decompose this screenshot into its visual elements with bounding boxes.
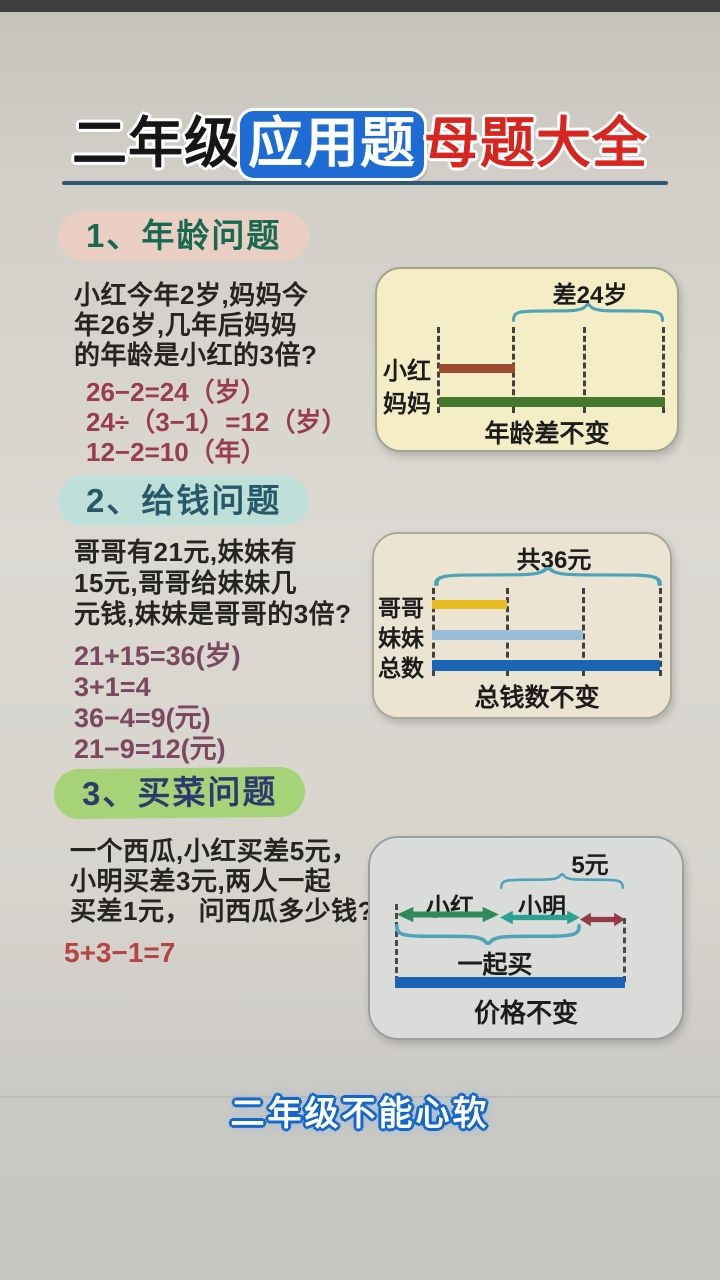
equation-line: 36−4=9(元): [74, 703, 211, 733]
section3-diagram: 5元 小红 小明 一起买 价格不变: [368, 836, 684, 1040]
section1-heading: 1、年龄问题: [58, 211, 310, 261]
dashed-guide-line: [662, 327, 665, 413]
equation-line: 12−2=10（年）: [86, 437, 267, 467]
section1-problem: 小红今年2岁,妈妈今 年26岁,几年后妈妈 的年龄是小红的3倍?: [74, 280, 317, 370]
section3-equations: 5+3−1=7: [64, 938, 175, 968]
section1-diagram: 差24岁 小红 妈妈 年龄差不变: [375, 267, 679, 452]
diagram1-caption: 年龄差不变: [484, 420, 610, 448]
diagram2-total-label: 共36元: [516, 547, 592, 574]
equation-line: 24÷（3−1）=12（岁）: [86, 407, 348, 437]
double-arrow-xiaohong-icon: [397, 906, 499, 923]
double-arrow-gap-icon: [580, 912, 625, 927]
brace-icon: [434, 567, 662, 586]
section1-equations: 26−2=24（岁） 24÷（3−1）=12（岁） 12−2=10（年）: [86, 377, 347, 467]
section2-problem: 哥哥有21元,妹妹有 15元,哥哥给妹妹几 元钱,妹妹是哥哥的3倍?: [74, 537, 352, 630]
diagram1-row2-label: 妈妈: [383, 391, 431, 418]
title-highlight-text: 应用题: [239, 111, 424, 178]
problem-line: 年26岁,几年后妈妈: [74, 310, 298, 340]
section3-heading: 3、买菜问题: [53, 766, 306, 820]
brace-icon: [500, 873, 624, 889]
problem-line: 一个西瓜,小红买差5元，: [70, 836, 358, 866]
diagram2-row2-label: 妹妹: [378, 625, 424, 651]
price-bar: [395, 977, 625, 988]
dashed-guide-line: [659, 588, 662, 676]
problem-line: 买差1元， 问西瓜多少钱?: [70, 896, 375, 926]
title-divider: [62, 181, 668, 185]
paper-bottom-edge: [0, 1096, 720, 1098]
diagram2-caption: 总钱数不变: [474, 684, 600, 712]
dashed-guide-line: [583, 327, 586, 413]
problem-line: 的年龄是小红的3倍?: [74, 340, 318, 370]
dashed-guide-line: [437, 327, 440, 413]
xiaohong-age-bar: [439, 364, 515, 373]
video-letterbox-band: [0, 0, 720, 12]
problem-line: 元钱,妹妹是哥哥的3倍?: [74, 599, 352, 629]
title-red-text: 母题大全: [424, 112, 649, 174]
diagram3-together-label: 一起买: [457, 951, 533, 979]
equation-line: 26−2=24（岁）: [86, 377, 267, 407]
diagram2-row3-label: 总数: [378, 655, 424, 681]
problem-line: 小明买差3元,两人一起: [70, 866, 332, 896]
problem-line: 小红今年2岁,妈妈今: [74, 280, 309, 310]
diagram2-row1-label: 哥哥: [378, 595, 424, 621]
diagram1-row1-label: 小红: [383, 358, 431, 385]
equation-line: 21+15=36(岁): [74, 641, 241, 671]
equation-line: 3+1=4: [74, 672, 151, 702]
section2-equations: 21+15=36(岁) 3+1=4 36−4=9(元) 21−9=12(元): [74, 641, 241, 765]
dashed-guide-line: [395, 904, 398, 982]
diagram3-price-gap-label: 5元: [571, 852, 609, 879]
dashed-guide-line: [582, 588, 585, 676]
section3-problem: 一个西瓜,小红买差5元， 小明买差3元,两人一起 买差1元， 问西瓜多少钱?: [70, 836, 374, 926]
mama-age-bar: [439, 397, 665, 407]
title-grade-text: 二年级: [71, 112, 240, 174]
video-subtitle: 二年级不能心软: [230, 1095, 490, 1133]
total-money-bar: [432, 660, 660, 671]
brace-icon: [395, 924, 581, 945]
section2-heading: 2、给钱问题: [58, 476, 310, 526]
equation-line: 5+3−1=7: [64, 937, 176, 968]
brace-icon: [512, 303, 664, 322]
dashed-guide-line: [623, 918, 626, 982]
problem-line: 15元,哥哥给妹妹几: [74, 568, 298, 598]
page-title: 二年级 应用题 母题大全: [0, 98, 720, 178]
diagram3-caption: 价格不变: [473, 998, 578, 1028]
double-arrow-xiaoming-icon: [500, 910, 580, 925]
gege-money-bar: [432, 600, 507, 609]
equation-line: 21−9=12(元): [74, 734, 226, 764]
meimei-money-bar: [432, 630, 583, 640]
problem-line: 哥哥有21元,妹妹有: [74, 537, 298, 567]
section2-diagram: 共36元 哥哥 妹妹 总数 总钱数不变: [372, 532, 672, 719]
